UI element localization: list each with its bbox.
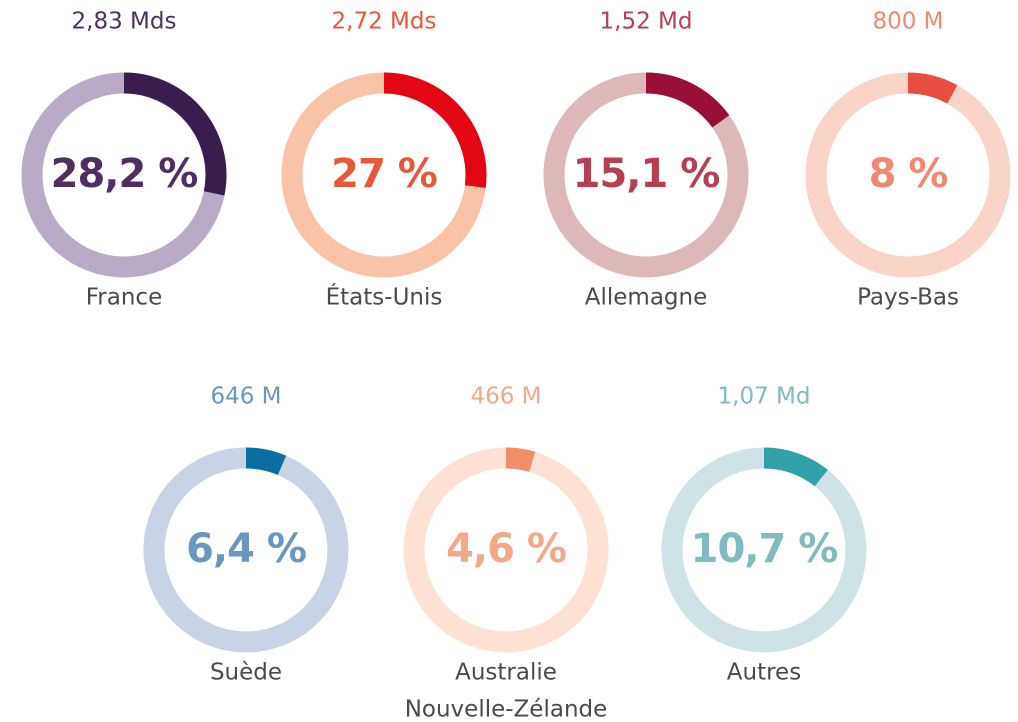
donut-segment <box>383 72 487 188</box>
category-label: Australie <box>455 660 557 686</box>
category-label: États-Unis <box>326 283 443 311</box>
percent-label: 4,6 % <box>446 526 566 572</box>
category-label: Autres <box>727 660 801 686</box>
amount-label: 1,52 Md <box>600 9 693 35</box>
amount-label: 466 M <box>470 384 541 410</box>
percent-label: 15,1 % <box>573 151 720 197</box>
amount-label: 646 M <box>210 384 281 410</box>
category-label: France <box>86 285 162 311</box>
category-label: Suède <box>210 660 282 686</box>
category-label: Nouvelle-Zélande <box>405 697 608 722</box>
amount-label: 800 M <box>872 9 943 35</box>
donut-segment <box>645 72 730 128</box>
category-label: Pays-Bas <box>857 285 959 311</box>
amount-label: 1,07 Md <box>718 384 811 410</box>
category-label: Allemagne <box>585 285 708 311</box>
percent-label: 6,4 % <box>186 526 306 572</box>
percent-label: 28,2 % <box>51 151 198 197</box>
percent-label: 27 % <box>331 151 437 197</box>
donut-segment <box>505 447 536 472</box>
amount-label: 2,72 Mds <box>332 9 437 35</box>
donut-segment <box>123 72 227 196</box>
donut-segment <box>245 447 287 476</box>
amount-label: 2,83 Mds <box>72 9 177 35</box>
donut-segment <box>907 72 958 104</box>
donut-segment <box>763 447 828 487</box>
percent-label: 8 % <box>869 151 948 197</box>
percent-label: 10,7 % <box>691 526 838 572</box>
